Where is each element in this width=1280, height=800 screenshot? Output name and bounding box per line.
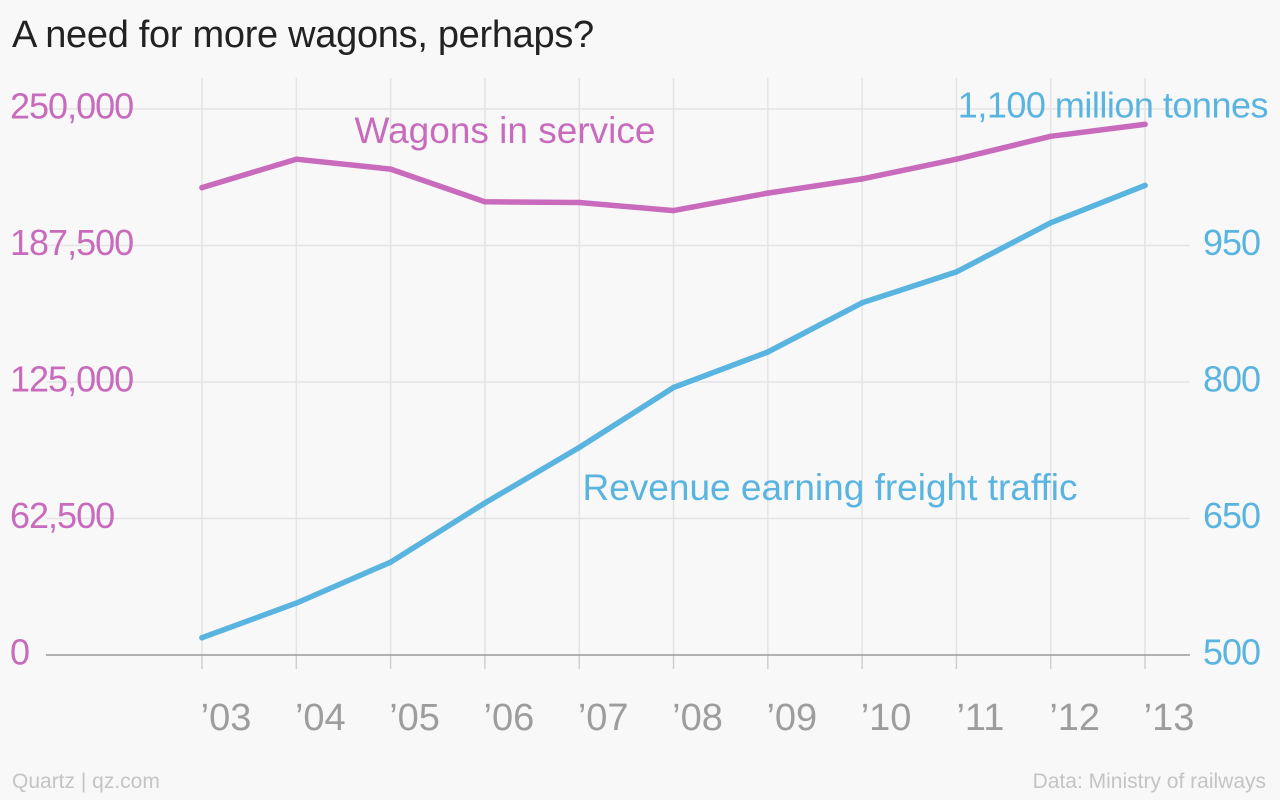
wagons-series-label: Wagons in service (355, 110, 656, 151)
freight-data-point (859, 300, 865, 306)
wagons-data-point (199, 184, 205, 191)
tick-label-layer: 0 62,500 125,000 187,500 250,000 500 650 800 950… (10, 85, 1269, 740)
x-axis-tick-label: ’10 (861, 697, 912, 739)
right-axis-tick-label: 950 (1203, 222, 1260, 263)
chart-title: A need for more wagons, perhaps? (12, 14, 594, 56)
x-axis-tick-label: ’12 (1049, 697, 1100, 739)
annotation-layer: Wagons in service Revenue earning freight… (355, 110, 1078, 508)
wagons-data-point (576, 199, 582, 206)
wagons-data-point (482, 199, 488, 205)
x-axis-tick-label: ’09 (766, 697, 817, 739)
x-axis-tick-label: ’07 (578, 697, 629, 739)
wagons-data-point (765, 190, 771, 196)
freight-data-point (953, 269, 960, 275)
freight-data-point (293, 600, 300, 606)
right-axis-top-label: 1,100 million tonnes (958, 85, 1268, 126)
freight-data-point (1047, 219, 1054, 226)
freight-data-point (1142, 182, 1148, 189)
wagons-data-point (953, 156, 960, 163)
left-axis-tick-label: 250,000 (10, 86, 133, 127)
x-axis-tick-label: ’13 (1144, 697, 1195, 739)
x-axis-tick-label: ’08 (672, 697, 723, 739)
x-axis-tick-label: ’04 (295, 697, 346, 739)
x-axis-tick-label: ’05 (389, 697, 440, 739)
right-axis-tick-label: 500 (1203, 632, 1260, 673)
wagons-data-point (387, 166, 394, 172)
series-layer (199, 121, 1148, 641)
wagons-data-point (670, 207, 677, 214)
footer-credit: Quartz | qz.com (12, 770, 160, 793)
left-axis-tick-label: 62,500 (10, 495, 114, 536)
wagons-data-point (859, 176, 865, 182)
wagons-data-point (1047, 133, 1054, 140)
x-axis-tick-label: ’11 (956, 697, 1004, 739)
freight-data-point (576, 444, 582, 451)
left-axis-tick-label: 125,000 (10, 359, 133, 400)
freight-data-point (482, 500, 488, 506)
x-axis-tick-label: ’06 (484, 697, 535, 739)
freight-series-label: Revenue earning freight traffic (582, 467, 1077, 508)
wagons-data-point (293, 156, 300, 163)
freight-data-point (765, 349, 771, 355)
freight-data-point (199, 634, 205, 641)
right-axis-tick-label: 650 (1203, 495, 1260, 536)
left-axis-tick-label: 0 (10, 632, 29, 673)
left-axis-tick-label: 187,500 (10, 222, 133, 263)
footer-source: Data: Ministry of railways (1032, 770, 1266, 793)
freight-data-point (387, 559, 394, 565)
wagons-data-point (1142, 121, 1148, 128)
grid-layer (46, 78, 1190, 669)
freight-data-point (670, 384, 677, 391)
right-axis-tick-label: 800 (1203, 359, 1260, 400)
x-axis-tick-label: ’03 (201, 697, 252, 739)
